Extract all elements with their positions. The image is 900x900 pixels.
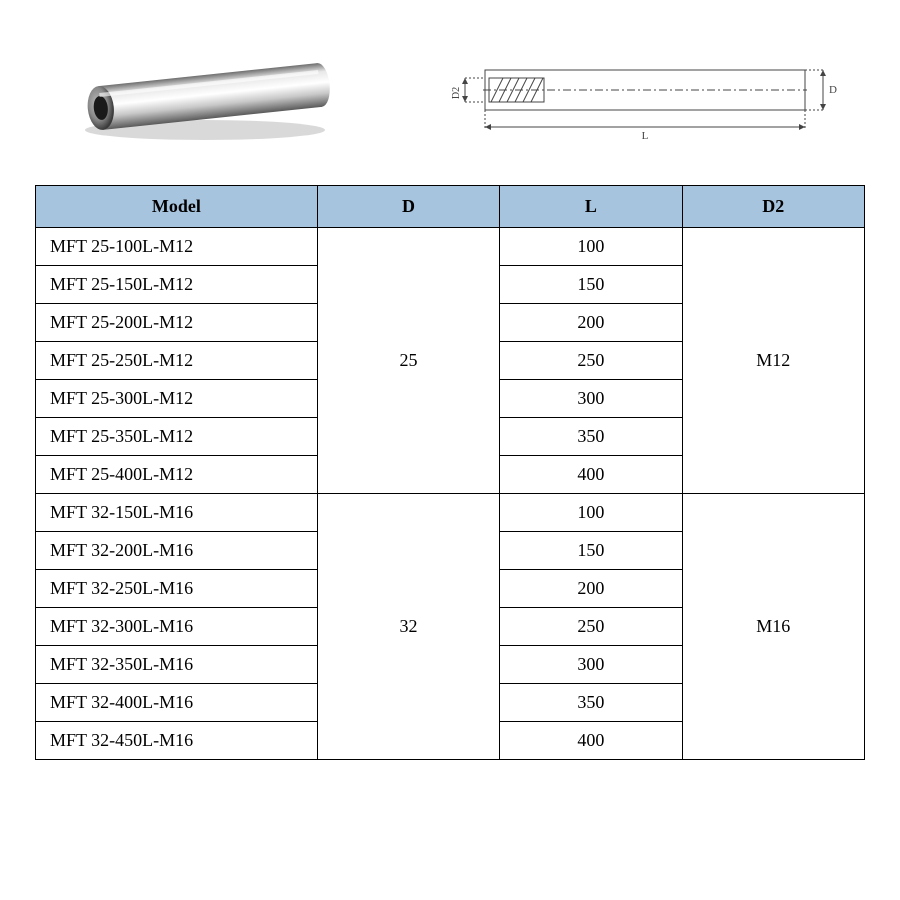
cell-model: MFT 32-200L-M16	[36, 532, 318, 570]
cell-l: 300	[500, 380, 682, 418]
cell-l: 200	[500, 570, 682, 608]
cell-l: 350	[500, 418, 682, 456]
product-photo	[55, 40, 355, 150]
cell-l: 350	[500, 684, 682, 722]
cell-model: MFT 25-300L-M12	[36, 380, 318, 418]
table-row: MFT 25-100L-M1225100M12	[36, 228, 865, 266]
cell-model: MFT 32-350L-M16	[36, 646, 318, 684]
cell-l: 250	[500, 342, 682, 380]
cell-d: 32	[317, 494, 499, 760]
col-l: L	[500, 186, 682, 228]
technical-diagram: D2 D L	[445, 45, 845, 145]
col-d: D	[317, 186, 499, 228]
dim-d-label: D	[829, 84, 837, 96]
table-row: MFT 32-150L-M1632100M16	[36, 494, 865, 532]
cell-l: 250	[500, 608, 682, 646]
cell-l: 200	[500, 304, 682, 342]
cell-l: 300	[500, 646, 682, 684]
cell-model: MFT 25-150L-M12	[36, 266, 318, 304]
cell-model: MFT 25-350L-M12	[36, 418, 318, 456]
cell-model: MFT 32-250L-M16	[36, 570, 318, 608]
table-header-row: Model D L D2	[36, 186, 865, 228]
cell-l: 150	[500, 266, 682, 304]
cell-model: MFT 32-450L-M16	[36, 722, 318, 760]
cell-l: 100	[500, 494, 682, 532]
dim-l-label: L	[642, 130, 649, 142]
cell-l: 400	[500, 722, 682, 760]
cell-d: 25	[317, 228, 499, 494]
cell-d2: M12	[682, 228, 864, 494]
cell-l: 100	[500, 228, 682, 266]
cell-model: MFT 25-400L-M12	[36, 456, 318, 494]
cell-model: MFT 25-100L-M12	[36, 228, 318, 266]
cell-model: MFT 32-400L-M16	[36, 684, 318, 722]
cell-model: MFT 25-250L-M12	[36, 342, 318, 380]
cell-model: MFT 32-300L-M16	[36, 608, 318, 646]
cell-model: MFT 25-200L-M12	[36, 304, 318, 342]
dim-d2-label: D2	[451, 87, 462, 99]
figure-row: D2 D L	[35, 40, 865, 150]
cell-l: 150	[500, 532, 682, 570]
cell-l: 400	[500, 456, 682, 494]
spec-table: Model D L D2 MFT 25-100L-M1225100M12MFT …	[35, 185, 865, 760]
col-d2: D2	[682, 186, 864, 228]
cell-d2: M16	[682, 494, 864, 760]
cell-model: MFT 32-150L-M16	[36, 494, 318, 532]
col-model: Model	[36, 186, 318, 228]
